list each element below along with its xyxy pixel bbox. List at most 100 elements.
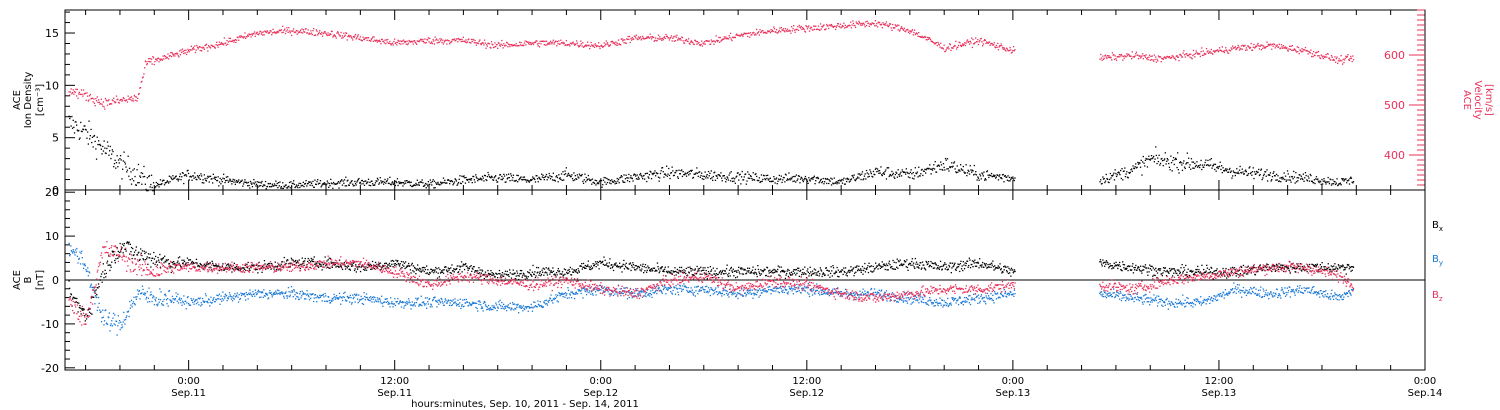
velocity-point bbox=[869, 23, 871, 25]
density-point bbox=[563, 173, 565, 176]
velocity-point bbox=[1148, 54, 1151, 56]
velocity-point bbox=[682, 40, 684, 42]
density-point bbox=[348, 184, 350, 186]
bx-point bbox=[302, 260, 305, 263]
velocity-point bbox=[704, 43, 706, 45]
density-point bbox=[925, 169, 927, 171]
velocity-point bbox=[107, 100, 109, 102]
velocity-point bbox=[968, 43, 971, 45]
velocity-point bbox=[971, 37, 973, 39]
density-point bbox=[1001, 178, 1003, 180]
velocity-point bbox=[440, 38, 442, 40]
velocity-point bbox=[1120, 53, 1122, 56]
velocity-point bbox=[685, 39, 687, 41]
velocity-point bbox=[1331, 56, 1333, 58]
density-point bbox=[374, 182, 377, 184]
velocity-point bbox=[857, 22, 859, 24]
density-point bbox=[1238, 172, 1240, 175]
velocity-point bbox=[1221, 46, 1223, 48]
velocity-point bbox=[442, 39, 444, 41]
density-point bbox=[638, 178, 640, 180]
density-point bbox=[1273, 175, 1276, 177]
velocity-point bbox=[870, 24, 872, 26]
velocity-point bbox=[328, 34, 331, 36]
bx-point bbox=[645, 266, 647, 269]
bx-point bbox=[900, 263, 903, 265]
velocity-point bbox=[759, 29, 761, 31]
velocity-point bbox=[1289, 48, 1291, 50]
density-point bbox=[111, 149, 113, 151]
bx-point bbox=[87, 315, 89, 317]
bx-point bbox=[102, 263, 104, 265]
bx-point bbox=[719, 270, 722, 272]
density-point bbox=[1130, 169, 1132, 171]
bx-point bbox=[497, 277, 499, 279]
density-point bbox=[373, 184, 375, 186]
density-point bbox=[601, 186, 603, 188]
density-point bbox=[442, 177, 445, 179]
density-point bbox=[227, 181, 230, 183]
bx-point bbox=[875, 266, 877, 269]
velocity-point bbox=[467, 39, 469, 41]
density-point bbox=[457, 181, 460, 184]
velocity-point bbox=[838, 25, 840, 27]
velocity-point bbox=[247, 34, 249, 36]
density-point bbox=[461, 175, 463, 177]
bx-point bbox=[863, 267, 865, 269]
velocity-point bbox=[993, 42, 995, 44]
density-point bbox=[246, 182, 248, 184]
bx-point bbox=[81, 308, 83, 310]
density-point bbox=[447, 179, 449, 181]
density-point bbox=[193, 177, 195, 179]
velocity-point bbox=[458, 38, 460, 41]
density-point bbox=[880, 166, 882, 168]
bx-point bbox=[902, 264, 904, 267]
density-point bbox=[1201, 164, 1204, 166]
density-point bbox=[1012, 178, 1015, 180]
velocity-point bbox=[411, 40, 413, 42]
bx-point bbox=[784, 270, 786, 272]
bx-point bbox=[133, 254, 135, 256]
bx-point bbox=[426, 272, 428, 274]
density-point bbox=[448, 179, 450, 181]
density-point bbox=[815, 180, 817, 182]
velocity-point bbox=[1267, 43, 1269, 45]
bx-point bbox=[435, 271, 437, 273]
density-point bbox=[342, 180, 344, 182]
density-point bbox=[237, 180, 239, 183]
velocity-point bbox=[283, 29, 285, 31]
bx-point bbox=[459, 269, 461, 271]
bx-point bbox=[720, 273, 722, 275]
bx-point bbox=[702, 267, 704, 269]
density-point bbox=[811, 177, 813, 179]
velocity-point bbox=[672, 36, 675, 38]
density-point bbox=[959, 170, 961, 172]
bx-point bbox=[632, 264, 635, 266]
density-point bbox=[69, 117, 71, 120]
density-point bbox=[571, 178, 574, 180]
density-point bbox=[927, 167, 929, 169]
density-point bbox=[896, 172, 898, 174]
velocity-point bbox=[109, 103, 111, 105]
bx-point bbox=[727, 274, 729, 276]
density-point bbox=[75, 121, 77, 123]
velocity-point bbox=[655, 40, 657, 42]
density-point bbox=[446, 182, 448, 184]
velocity-point bbox=[881, 27, 883, 29]
density-point bbox=[1115, 172, 1117, 175]
density-point bbox=[183, 182, 185, 185]
bx-point bbox=[205, 264, 207, 266]
velocity-point bbox=[220, 42, 223, 44]
density-point bbox=[1137, 161, 1139, 164]
velocity-point bbox=[499, 44, 501, 46]
velocity-point bbox=[788, 30, 790, 32]
density-point bbox=[356, 181, 358, 183]
bx-point bbox=[80, 313, 82, 315]
bx-point bbox=[664, 268, 666, 270]
velocity-point bbox=[343, 35, 346, 37]
bx-point bbox=[479, 269, 481, 271]
bx-point bbox=[574, 271, 576, 273]
density-point bbox=[949, 166, 951, 169]
density-point bbox=[1116, 174, 1118, 176]
density-point bbox=[185, 175, 188, 177]
